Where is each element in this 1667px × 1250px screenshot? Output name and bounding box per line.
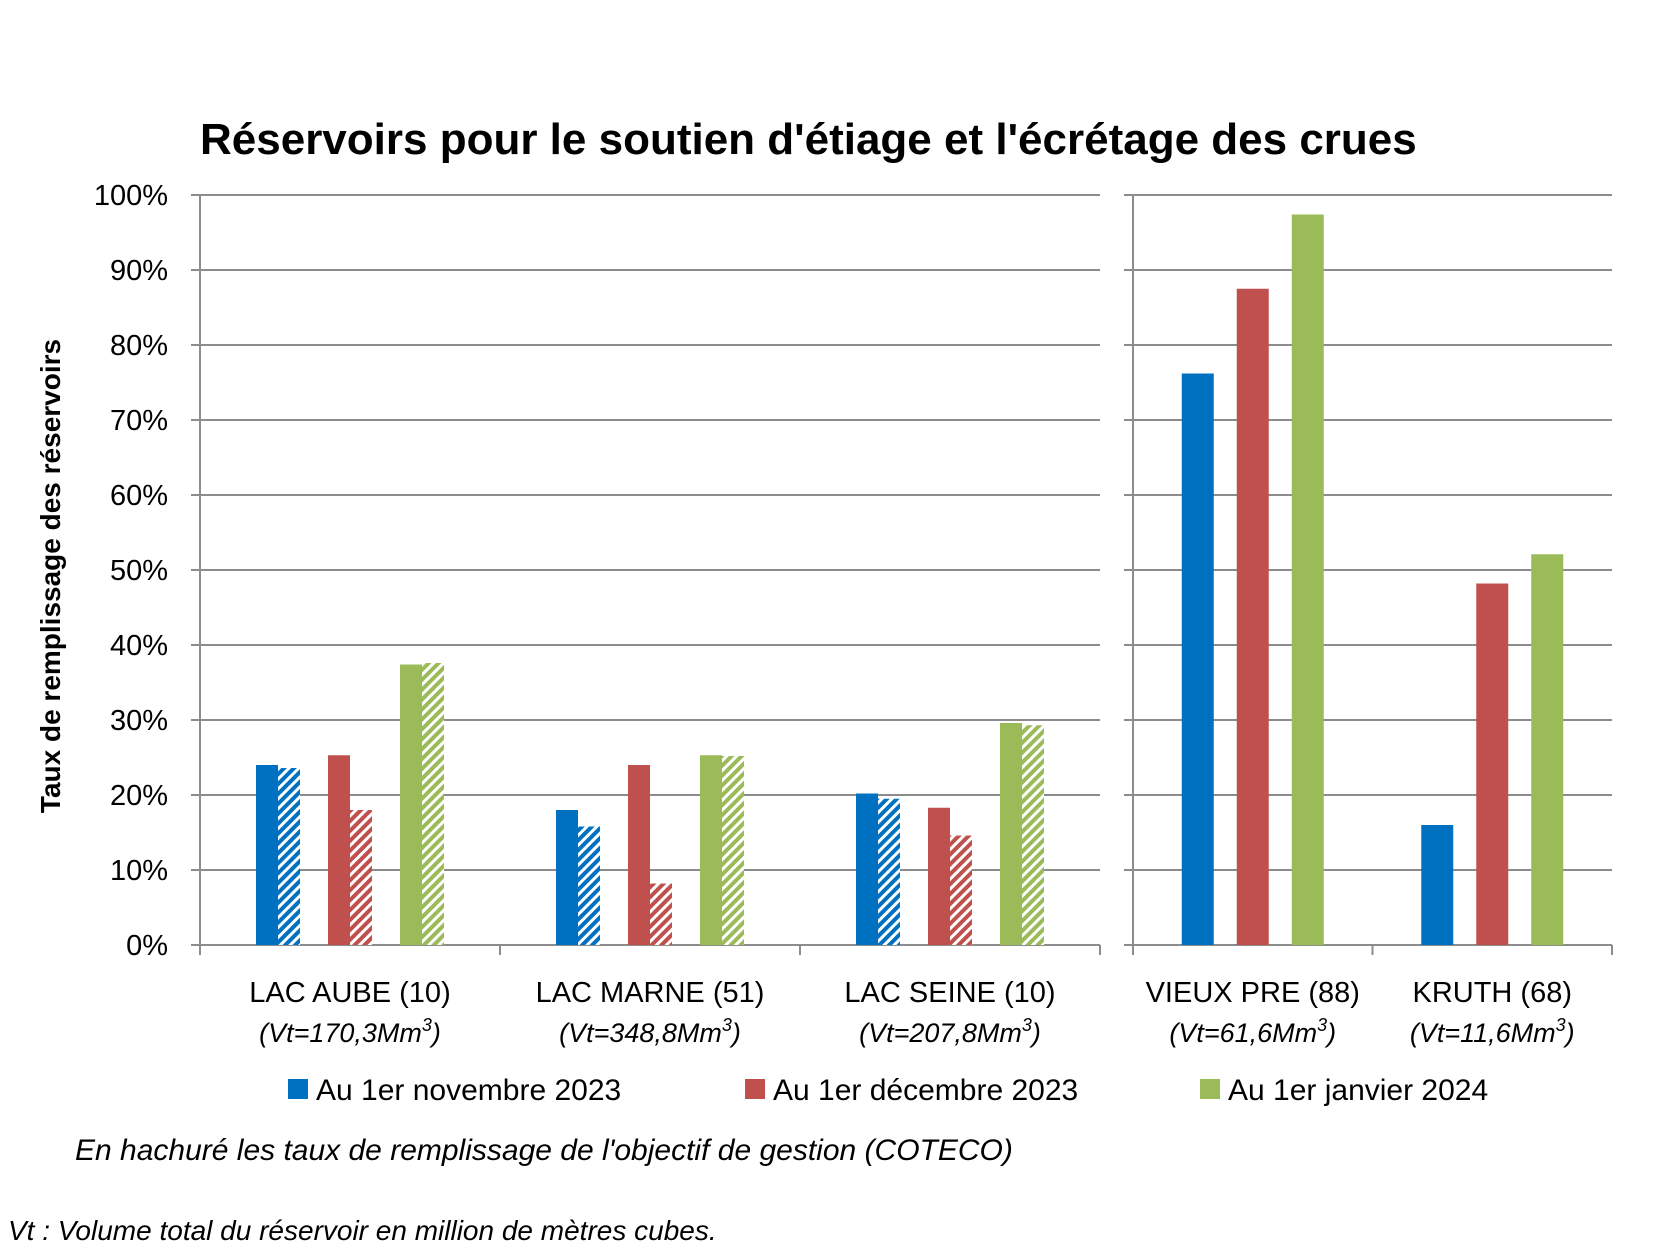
y-tick-label: 70%	[110, 405, 168, 437]
category-volume: (Vt=207,8Mm3)	[859, 1015, 1041, 1048]
objective-bar	[278, 768, 300, 945]
y-tick-label: 60%	[110, 480, 168, 512]
category-label: KRUTH (68)	[1412, 977, 1572, 1009]
objective-bar	[878, 798, 900, 945]
y-tick-label: 0%	[126, 930, 168, 962]
bar	[1476, 583, 1509, 945]
category-volume: (Vt=348,8Mm3)	[559, 1015, 741, 1048]
bar	[628, 765, 650, 945]
objective-bar	[578, 826, 600, 945]
y-tick-label: 40%	[110, 630, 168, 662]
bar	[1421, 825, 1454, 945]
y-tick-label: 10%	[110, 855, 168, 887]
bar	[928, 807, 950, 945]
category-label: VIEUX PRE (88)	[1146, 977, 1360, 1009]
bar	[1000, 723, 1022, 945]
objective-bar	[350, 810, 372, 945]
bar	[1181, 373, 1214, 945]
legend-label: Au 1er novembre 2023	[316, 1074, 621, 1107]
legend: Au 1er novembre 2023 Au 1er décembre 2023…	[288, 1074, 1488, 1107]
legend-label: Au 1er décembre 2023	[773, 1074, 1078, 1107]
bar	[1236, 288, 1269, 945]
y-tick-label: 30%	[110, 705, 168, 737]
category-volume: (Vt=11,6Mm3)	[1410, 1015, 1575, 1048]
legend-swatch	[1200, 1079, 1220, 1099]
objective-bar	[950, 835, 972, 945]
objective-bar	[422, 663, 444, 945]
legend-label: Au 1er janvier 2024	[1228, 1074, 1488, 1107]
y-tick-label: 20%	[110, 780, 168, 812]
bar-layer	[256, 214, 1564, 945]
hatch-note: En hachuré les taux de remplissage de l'…	[75, 1134, 1013, 1167]
objective-bar	[650, 883, 672, 945]
category-label: LAC AUBE (10)	[249, 977, 450, 1009]
bar	[1531, 554, 1564, 945]
y-axis-ticks: 0% 10% 20% 30% 40% 50% 60% 70% 80% 90% 100%	[94, 180, 168, 962]
bar	[556, 810, 578, 945]
category-volume: (Vt=61,6Mm3)	[1169, 1015, 1336, 1048]
category-label: LAC SEINE (10)	[844, 977, 1055, 1009]
bar	[400, 664, 422, 945]
legend-swatch	[745, 1079, 765, 1099]
objective-bar	[722, 756, 744, 945]
y-axis-label: Taux de remplissage des réservoirs	[35, 339, 66, 813]
y-tick-label: 80%	[110, 330, 168, 362]
bar	[856, 793, 878, 945]
bar	[256, 765, 278, 945]
category-label: LAC MARNE (51)	[536, 977, 765, 1009]
bar	[1291, 214, 1324, 945]
category-labels: LAC AUBE (10) (Vt=170,3Mm3) LAC MARNE (51)…	[249, 977, 1574, 1048]
category-volume: (Vt=170,3Mm3)	[259, 1015, 441, 1048]
y-tick-label: 90%	[110, 255, 168, 287]
y-tick-label: 50%	[110, 555, 168, 587]
chart-title: Réservoirs pour le soutien d'étiage et l…	[200, 115, 1417, 164]
bar	[328, 755, 350, 945]
bar	[700, 755, 722, 945]
y-tick-label: 100%	[94, 180, 168, 212]
objective-bar	[1022, 725, 1044, 945]
footnote: Vt : Volume total du réservoir en millio…	[8, 1215, 717, 1246]
legend-swatch	[288, 1079, 308, 1099]
